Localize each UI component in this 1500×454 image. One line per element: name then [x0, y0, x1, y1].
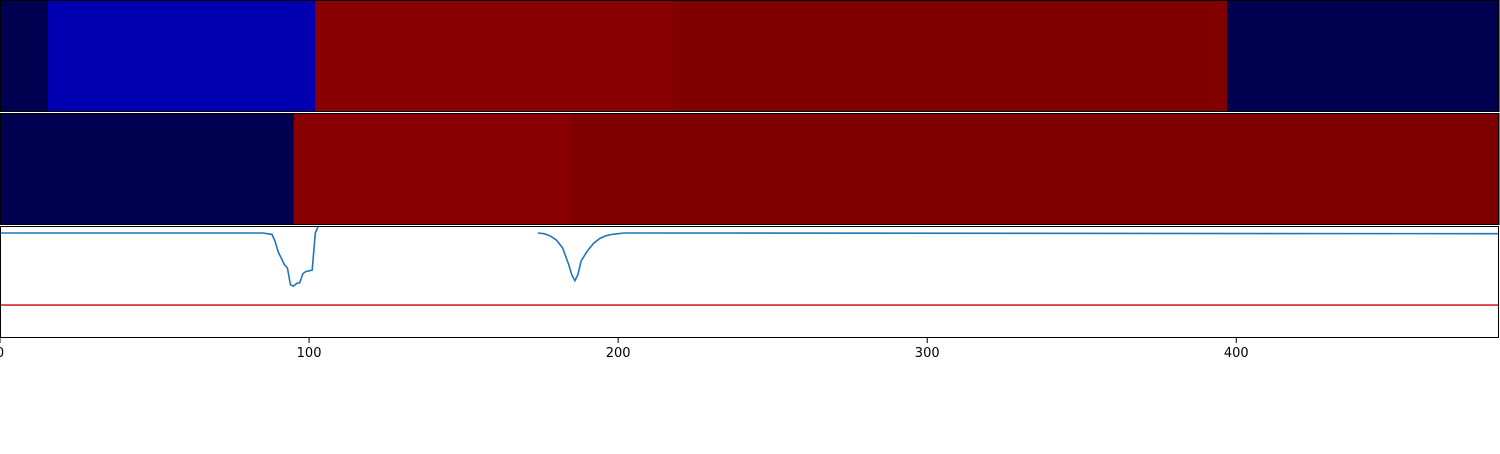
x-axis: 0 100 200 300 400	[0, 338, 1249, 361]
heatmap-cell-2-1	[293, 113, 573, 225]
line-series-1	[537, 232, 1499, 283]
x-tick-label-200: 200	[606, 346, 631, 361]
x-tick-label-400: 400	[1224, 346, 1249, 361]
x-tick-label-100: 100	[297, 346, 322, 361]
heatmap-frame-2	[0, 113, 1499, 225]
x-tick-label-300: 300	[915, 346, 940, 361]
heatmap-cell-1-1	[47, 0, 316, 112]
line-plot-area	[0, 226, 1499, 338]
line-plot-frame	[0, 226, 1499, 338]
heatmap-frame-1	[0, 0, 1499, 112]
heatmap-cell-1-0	[0, 0, 49, 112]
heatmap-cell-2-2	[571, 113, 1500, 225]
heatmap-strip-middle	[0, 113, 1500, 225]
heatmap-cell-1-3	[670, 0, 1228, 112]
heatmap-cell-1-2	[315, 0, 672, 112]
heatmap-cell-1-4	[1227, 0, 1500, 112]
heatmap-strip-top	[0, 0, 1500, 112]
heatmap-cell-2-0	[0, 113, 295, 225]
line-series-group	[0, 226, 1499, 306]
line-series-0	[0, 226, 320, 288]
x-tick-label-0: 0	[0, 346, 4, 361]
